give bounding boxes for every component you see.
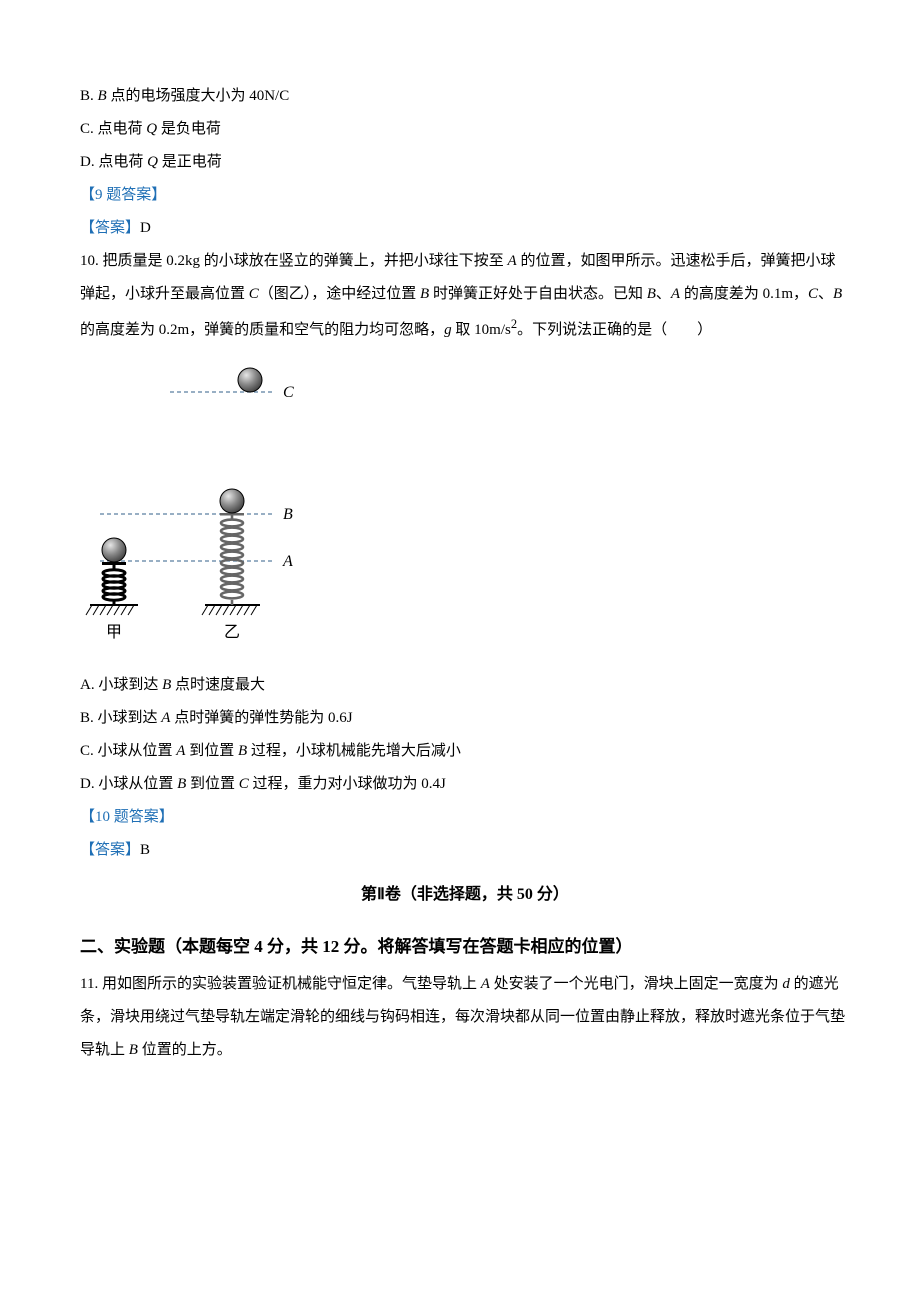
q10-C2: C: [808, 286, 818, 302]
q11-stem: 11. 用如图所示的实验装置验证机械能守恒定律。气垫导轨上 A 处安装了一个光电…: [80, 968, 850, 1067]
q11-d: d: [782, 976, 790, 992]
q10-optC-post: 过程，小球机械能先增大后减小: [247, 743, 461, 759]
q10-optD-post: 过程，重力对小球做功为 0.4J: [249, 776, 446, 792]
q10-A2: A: [671, 286, 680, 302]
q11-B: B: [129, 1042, 138, 1058]
caption-left: 甲: [106, 624, 122, 641]
q9-answer-label: 【9 题答案】: [80, 179, 850, 212]
q10-answer-pre: 【答案】: [80, 842, 140, 858]
q9-answer-val: D: [140, 220, 151, 236]
q10-A: A: [508, 253, 517, 269]
q11-t2: 处安装了一个光电门，滑块上固定一宽度为: [490, 976, 783, 992]
q10-option-a: A. 小球到达 B 点时速度最大: [80, 669, 850, 702]
label-C: C: [283, 384, 294, 401]
q10-answer-line: 【答案】B: [80, 834, 850, 867]
q10-optB-post: 点时弹簧的弹性势能为 0.6J: [170, 710, 352, 726]
part2-h2: 二、实验题（本题每空 4 分，共 12 分。将解答填写在答题卡相应的位置）: [80, 928, 850, 965]
q10-stem: 10. 把质量是 0.2kg 的小球放在竖立的弹簧上，并把小球往下按至 A 的位…: [80, 245, 850, 347]
q11-t1: 11. 用如图所示的实验装置验证机械能守恒定律。气垫导轨上: [80, 976, 481, 992]
q9-optB-pre: B.: [80, 88, 98, 104]
q9-optB-italic: B: [98, 88, 107, 104]
q10-answer-val: B: [140, 842, 150, 858]
q9-option-c: C. 点电荷 Q 是负电荷: [80, 113, 850, 146]
q10-optD-pre: D. 小球从位置: [80, 776, 177, 792]
page: B. B 点的电场强度大小为 40N/C C. 点电荷 Q 是负电荷 D. 点电…: [0, 0, 920, 1302]
q9-optB-post: 点的电场强度大小为 40N/C: [107, 88, 290, 104]
q10-t1: 10. 把质量是 0.2kg 的小球放在竖立的弹簧上，并把小球往下按至: [80, 253, 508, 269]
q10-B2: B: [647, 286, 656, 302]
q10-t4: 时弹簧正好处于自由状态。已知: [429, 286, 647, 302]
q10-optC-pre: C. 小球从位置: [80, 743, 176, 759]
q9-answer-pre: 【答案】: [80, 220, 140, 236]
q9-optD-italic: Q: [147, 154, 158, 170]
q9-optD-post: 是正电荷: [158, 154, 222, 170]
q10-answer-label: 【10 题答案】: [80, 801, 850, 834]
label-A: A: [282, 553, 293, 570]
q10-option-b: B. 小球到达 A 点时弹簧的弹性势能为 0.6J: [80, 702, 850, 735]
q9-answer-line: 【答案】D: [80, 212, 850, 245]
q10-option-d: D. 小球从位置 B 到位置 C 过程，重力对小球做功为 0.4J: [80, 768, 850, 801]
q10-t3: （图乙），途中经过位置: [259, 286, 420, 302]
q10-optA-pre: A. 小球到达: [80, 677, 162, 693]
q10-C: C: [249, 286, 259, 302]
caption-right: 乙: [224, 624, 240, 641]
spring-diagram: C B A: [80, 365, 310, 645]
q10-optA-post: 点时速度最大: [171, 677, 265, 693]
q10-g: g: [444, 322, 452, 338]
q10-B3: B: [833, 286, 842, 302]
q9-optC-italic: Q: [146, 121, 157, 137]
q10-t10: 。下列说法正确的是（ ）: [517, 322, 712, 338]
part2-title: 第Ⅱ卷（非选择题，共 50 分）: [80, 877, 850, 912]
q11-A: A: [481, 976, 490, 992]
q9-option-d: D. 点电荷 Q 是正电荷: [80, 146, 850, 179]
q9-optC-pre: C. 点电荷: [80, 121, 146, 137]
q10-figure: C B A: [80, 365, 850, 645]
q9-option-b: B. B 点的电场强度大小为 40N/C: [80, 80, 850, 113]
q10-optC-mid: 到位置: [185, 743, 238, 759]
q10-optA-i: B: [162, 677, 171, 693]
q9-optC-post: 是负电荷: [157, 121, 221, 137]
q10-optD-mid: 到位置: [186, 776, 239, 792]
q9-optD-pre: D. 点电荷: [80, 154, 147, 170]
label-B: B: [283, 506, 293, 523]
q10-t7: 、: [818, 286, 833, 302]
q10-option-c: C. 小球从位置 A 到位置 B 过程，小球机械能先增大后减小: [80, 735, 850, 768]
q10-t9: 取 10m/s: [452, 322, 511, 338]
q10-optD-i2: C: [239, 776, 249, 792]
q10-optC-i2: B: [238, 743, 247, 759]
q10-t6: 的高度差为 0.1m，: [680, 286, 808, 302]
q10-optB-pre: B. 小球到达: [80, 710, 161, 726]
q11-t4: 位置的上方。: [138, 1042, 232, 1058]
q10-t8: 的高度差为 0.2m，弹簧的质量和空气的阻力均可忽略，: [80, 322, 444, 338]
q10-t5: 、: [656, 286, 671, 302]
q10-B: B: [420, 286, 429, 302]
q10-optD-i1: B: [177, 776, 186, 792]
